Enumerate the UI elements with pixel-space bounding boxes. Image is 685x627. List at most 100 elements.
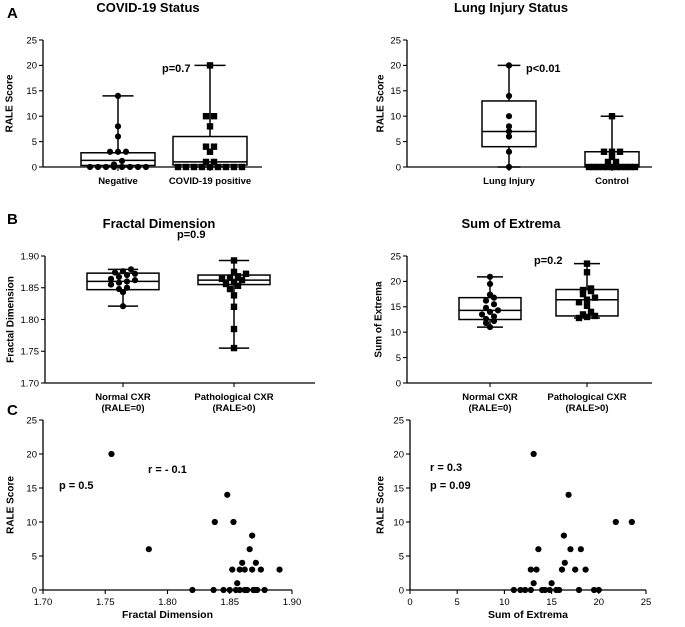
fractal-data-point: [230, 292, 238, 299]
fractal-data-point: [234, 273, 242, 280]
covid-data-point: [94, 163, 102, 171]
extrema-category-label: Pathological CXR: [547, 392, 626, 403]
scatter_se-xtick-label: 10: [499, 597, 510, 608]
lung-category-label: Lung Injury: [483, 176, 535, 187]
lung-data-point: [604, 158, 612, 166]
extrema-data-point: [494, 307, 502, 314]
fractal-data-point: [127, 266, 135, 273]
scatter_fd-data-point: [224, 491, 231, 498]
covid-data-point: [86, 163, 94, 171]
scatter_fd-data-point: [241, 566, 248, 573]
lung-data-point: [622, 163, 629, 171]
scatter_fd-ylabel: RALE Score: [6, 476, 17, 534]
covid-data-point: [210, 113, 218, 120]
fractal-data-point: [115, 279, 123, 286]
covid-ytick-label: 25: [26, 35, 37, 46]
lung-data-point: [505, 133, 513, 140]
covid-ylabel: RALE Score: [5, 74, 16, 132]
covid-data-point: [238, 163, 246, 171]
scatter_se-data-point: [522, 586, 529, 594]
covid-data-point: [230, 163, 238, 171]
scatter_fd-data-point: [108, 450, 115, 458]
scatter_se-data-point: [577, 546, 584, 553]
scatter_se-ytick-label: 0: [399, 585, 404, 596]
extrema-data-point: [583, 302, 591, 309]
covid-ytick-label: 5: [32, 137, 37, 148]
fractal-data-point: [115, 273, 123, 281]
lung-data-point: [505, 148, 513, 155]
extrema-category-label: Normal CXR: [462, 392, 518, 403]
scatter_fd-data-point: [254, 586, 261, 594]
lung-data-point: [613, 163, 620, 171]
fractal-ytick-label: 1.75: [21, 347, 40, 358]
covid-ytick-label: 15: [26, 86, 37, 97]
scatter_fd-data-point: [229, 566, 236, 573]
lung-box: [481, 100, 537, 148]
extrema-data-point: [482, 297, 490, 304]
fractal-data-point: [123, 271, 131, 279]
scatter_fd-annotation: r = - 0.1: [148, 464, 187, 476]
covid-title: COVID-19 Status: [96, 0, 199, 15]
covid-ytick-label: 20: [26, 61, 37, 72]
fractal-data-point: [218, 275, 226, 283]
scatter_se-data-point: [572, 566, 579, 573]
fractal-category-label: Normal CXR: [95, 392, 151, 403]
scatter_fd-data-point: [234, 580, 241, 587]
fractal-category-label: Pathological CXR: [194, 392, 273, 403]
fractal-data-point: [226, 274, 234, 281]
fractal-data-point: [242, 270, 250, 277]
scatter_fd-ytick-label: 25: [26, 415, 37, 426]
extrema-data-point: [583, 313, 591, 321]
scatter_se-xtick-label: 20: [594, 597, 605, 608]
fractal-data-point: [119, 303, 127, 310]
covid-data-point: [202, 143, 210, 150]
extrema-ytick-label: 25: [390, 251, 401, 262]
lung-data-point: [505, 113, 513, 120]
covid-data-point: [118, 157, 126, 165]
lung-data-point: [618, 163, 625, 171]
extrema-data-point: [591, 312, 599, 320]
covid-data-point: [202, 113, 210, 120]
extrema-data-point: [583, 296, 591, 303]
scatter_fd-data-point: [252, 559, 259, 566]
covid-data-point: [182, 163, 190, 171]
scatter_fd-data-point: [189, 586, 196, 594]
covid-annotation: p=0.7: [162, 63, 190, 75]
extrema-ytick-label: 20: [390, 277, 401, 288]
extrema-category-label: (RALE>0): [565, 403, 608, 414]
scatter_fd-ytick-label: 0: [32, 585, 37, 596]
covid-data-point: [126, 163, 134, 171]
scatter_se-data-point: [510, 586, 517, 594]
extrema-data-point: [575, 299, 583, 306]
lung-data-point: [608, 148, 616, 155]
extrema-data-point: [575, 314, 583, 322]
fractal-data-point: [107, 275, 115, 282]
scatter_se-data-point: [533, 566, 540, 573]
scatter_fd-data-point: [239, 559, 246, 566]
extrema-data-point: [490, 317, 498, 325]
scatter_se-data-point: [560, 532, 567, 539]
scatter_fd-data-point: [210, 586, 217, 594]
scatter_se-annotation: p = 0.09: [430, 480, 471, 492]
covid-data-point: [122, 148, 130, 155]
lung-data-point: [599, 163, 606, 171]
lung-data-point: [505, 123, 513, 130]
extrema-data-point: [486, 280, 494, 288]
fractal-data-point: [123, 284, 131, 291]
covid-data-point: [222, 163, 230, 171]
scatter_fd-data-point: [249, 532, 256, 539]
scatter_fd-data-point: [220, 586, 227, 594]
fractal-ytick-label: 1.70: [21, 378, 40, 389]
extrema-data-point: [587, 285, 595, 292]
scatter_fd-data-point: [230, 518, 237, 526]
lung-data-point: [595, 163, 602, 171]
scatter_fd-xtick-label: 1.80: [158, 597, 177, 608]
scatter_se-ytick-label: 5: [399, 551, 404, 562]
fractal-ytick-label: 1.80: [21, 315, 40, 326]
lung-data-point: [608, 153, 616, 161]
covid-data-point: [106, 148, 114, 155]
scatter_fd-ytick-label: 5: [32, 551, 37, 562]
covid-data-point: [190, 163, 198, 171]
scatter_se-data-point: [527, 566, 534, 573]
fractal-data-point: [230, 268, 238, 276]
